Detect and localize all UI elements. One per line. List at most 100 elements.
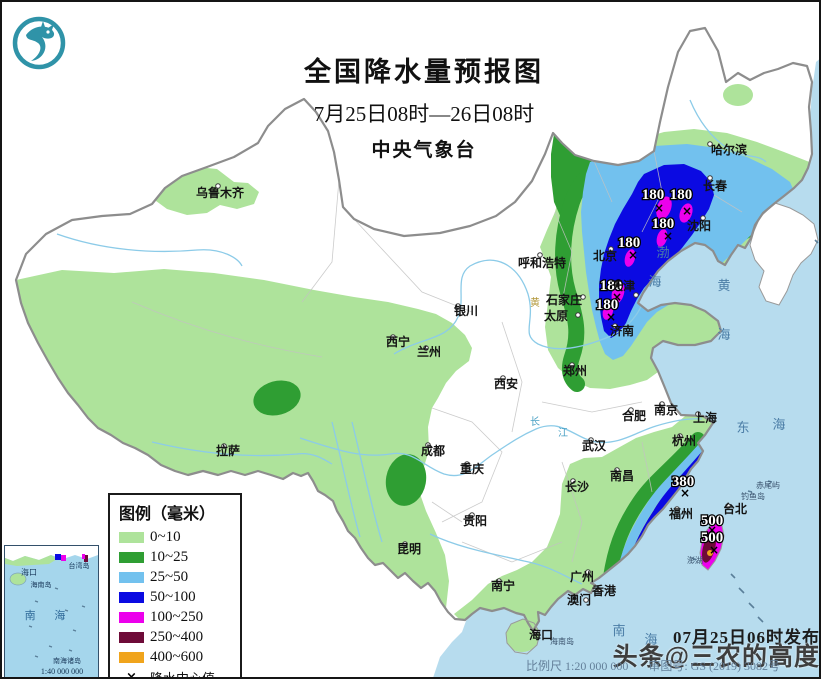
city-label: 台北 (723, 501, 747, 516)
city-label: 昆明 (397, 542, 421, 556)
legend-color-swatch (119, 591, 144, 603)
city-marker (570, 478, 576, 484)
city-marker (695, 411, 701, 417)
city-marker (425, 442, 431, 448)
weather-site-logo (10, 14, 68, 72)
city-label: 成都 (421, 443, 445, 458)
city-label: 南京 (654, 402, 678, 417)
legend-item: 250~400 (119, 627, 234, 647)
map-scale-line: 比例尺 1:20 000 000 审图号: GS (2019) 3082号 (526, 657, 780, 674)
city-marker (402, 541, 408, 547)
precip-center-x-marker: × (707, 523, 717, 537)
precip-center-x-marker: × (682, 204, 692, 218)
legend-rows: 0~10 10~25 25~50 50~100 100~250 250~400 400~60… (119, 527, 234, 667)
city-label: 南宁 (491, 578, 515, 593)
taiwan-island-border (699, 520, 725, 571)
city-label: 哈尔滨 (711, 142, 747, 157)
agency-name: 中央气象台 (371, 140, 477, 161)
inset-coast-green (5, 555, 57, 566)
city-label: 海口 (529, 627, 553, 642)
sea-area (433, 59, 819, 677)
precip-center-value: 180 (642, 187, 665, 203)
precip-green-tibet-blob (253, 380, 301, 416)
city-marker (677, 433, 683, 439)
legend-range-label: 50~100 (150, 588, 196, 605)
city-label: 乌鲁木齐 (196, 185, 245, 200)
inset-haikou-label: 海口 (21, 567, 37, 577)
city-label: 重庆 (460, 461, 484, 476)
inset-taiwan-magenta (82, 554, 85, 559)
inset-coast-magenta (61, 555, 66, 561)
hainan-island-border (505, 618, 541, 655)
precip-magenta-spot-1 (656, 196, 672, 220)
city-label: 天津 (611, 278, 635, 293)
city-marker (496, 578, 502, 584)
inset-islands-label: 南海诸岛 (53, 656, 81, 665)
legend-color-swatch (119, 611, 144, 623)
sea-name-label: 南 (612, 623, 627, 638)
city-label: 长沙 (565, 479, 589, 494)
scale-value: 比例尺 1:20 000 000 (526, 659, 629, 673)
china-border (14, 26, 814, 633)
city-marker (569, 362, 575, 368)
city-label: 贵阳 (463, 513, 487, 528)
sea-name-label: 海 (717, 327, 732, 342)
precip-center-value: 500 (701, 513, 724, 529)
city-marker (455, 303, 461, 309)
korea-landmass (749, 202, 819, 306)
city-marker (659, 401, 665, 407)
inset-hainan-label: 海南岛 (31, 580, 52, 589)
precip-center-x-icon: × (126, 669, 137, 679)
logo-eye-dot (46, 30, 50, 34)
city-label: 沈阳 (687, 218, 711, 233)
city-marker (628, 407, 634, 413)
precip-magenta-spot-3 (656, 229, 668, 247)
legend-title: 图例（毫米） (119, 506, 216, 523)
legend-item: 0~10 (119, 527, 234, 547)
city-marker (532, 629, 538, 635)
legend-item: 50~100 (119, 587, 234, 607)
city-marker (537, 252, 543, 258)
precip-center-value: 180 (618, 235, 641, 251)
inset-mainland-coast (5, 546, 98, 561)
city-label: 西宁 (386, 334, 410, 349)
city-label: 上海 (693, 410, 717, 425)
legend-range-label: 100~250 (150, 608, 204, 625)
city-label: 太原 (544, 308, 568, 323)
precip-center-value: 380 (672, 474, 695, 490)
city-label: 西安 (494, 376, 518, 391)
precip-magenta-spot-6 (602, 302, 614, 320)
city-marker (221, 443, 227, 449)
island-name-label: 钓鱼岛 (741, 491, 765, 501)
province-borders (131, 150, 743, 563)
legend-range-label: 250~400 (150, 628, 204, 645)
legend-item: 400~600 (119, 647, 234, 667)
map-title-block: 全国降水量预报图 7月25日08时—26日08时 中央气象台 (250, 50, 598, 162)
precip-magenta-spot-2 (679, 203, 693, 223)
precip-center-value: 180 (600, 278, 623, 294)
city-marker (585, 569, 591, 575)
legend-range-label: 400~600 (150, 648, 204, 665)
precip-maroon-taiwan (702, 533, 716, 563)
river-name-label: 黄 (530, 296, 540, 309)
forecast-date-range: 7月25日08时—26日08时 (313, 102, 535, 126)
precip-magenta-spot-5 (611, 282, 625, 304)
precip-center-x-marker: × (663, 229, 673, 243)
city-marker (500, 375, 506, 381)
city-marker (674, 506, 680, 512)
city-marker (707, 141, 713, 147)
river-name-label: 江 (558, 427, 568, 439)
city-label: 石家庄 (545, 292, 582, 307)
precip-light-green-southeast (454, 402, 722, 632)
inset-hainan-island (9, 572, 27, 586)
precip-center-x-marker: × (654, 201, 664, 215)
city-marker (423, 345, 429, 351)
legend-color-swatch (119, 531, 144, 543)
legend-center-note: 降水中心值 (150, 670, 216, 679)
island-name-label: 澎湖 (687, 555, 703, 565)
city-label: 郑州 (563, 363, 587, 378)
precip-magenta-spot-4 (624, 249, 636, 267)
legend-range-label: 0~10 (150, 528, 181, 545)
precip-light-green-ne-blob (723, 84, 753, 106)
